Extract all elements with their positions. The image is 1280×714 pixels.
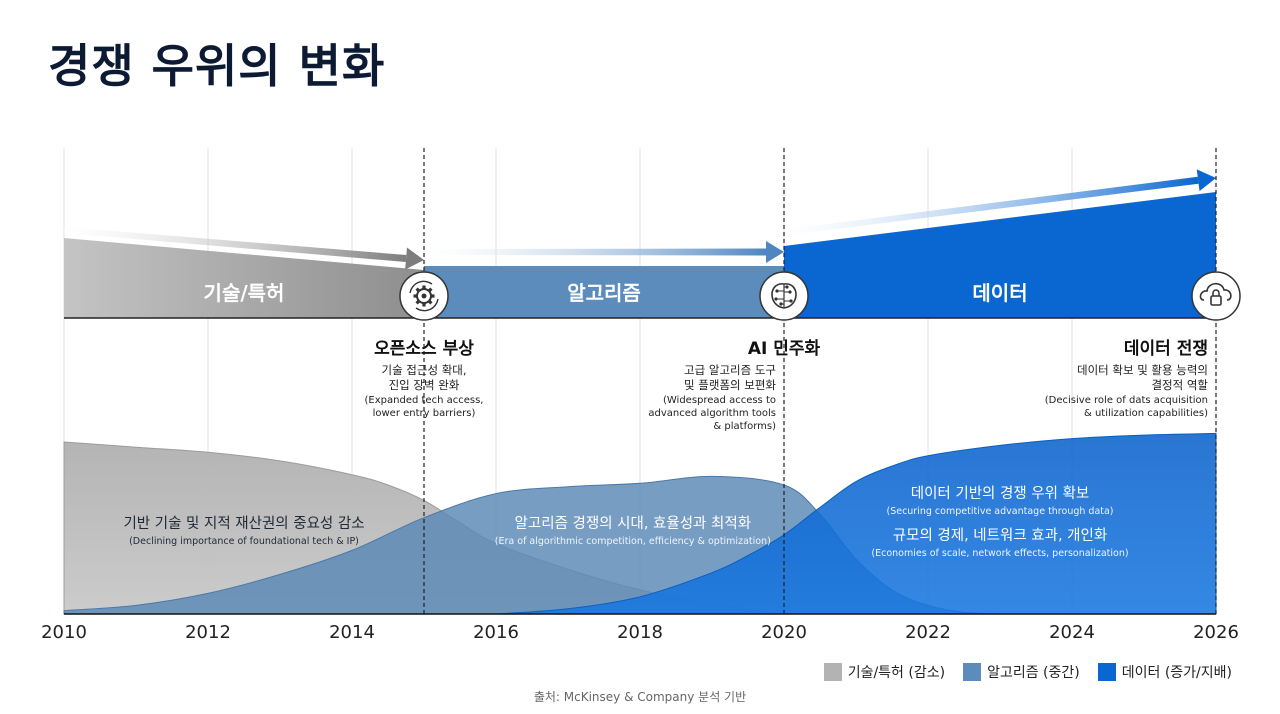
milestone-open-source-desc-line-1: 진입 장벽 완화 bbox=[389, 378, 460, 392]
x-tick-2016: 2016 bbox=[473, 622, 519, 643]
milestone-ai-democratization-en-line-2: & platforms) bbox=[713, 421, 776, 432]
annotation-scale-network: 규모의 경제, 네트워크 효과, 개인화 (Economies of scale,… bbox=[871, 527, 1128, 559]
trend-arrow-algorithm bbox=[427, 241, 784, 263]
gear-hub bbox=[421, 293, 427, 299]
cloud-outline bbox=[1199, 282, 1232, 301]
trend-arrow-algorithm-shaft bbox=[427, 248, 766, 256]
phase-label-tech: 기술/특허 bbox=[204, 281, 285, 305]
trend-arrow-data bbox=[787, 169, 1216, 235]
legend: 기술/특허 (감소) 알고리즘 (중간) 데이터 (증가/지배) bbox=[823, 662, 1232, 682]
legend-swatch-tech bbox=[823, 663, 842, 681]
x-tick-2022: 2022 bbox=[905, 622, 951, 643]
annotation-tech-decline-subtitle: (Declining importance of foundational te… bbox=[129, 536, 359, 547]
phase-label-data: 데이터 bbox=[972, 281, 1027, 305]
annotation-algorithm-era: 알고리즘 경쟁의 시대, 효율성과 최적화 (Era of algorithmic… bbox=[495, 515, 771, 547]
trend-arrow-data-head bbox=[1196, 169, 1216, 192]
phase-band-layer: 기술/특허 알고리즘 데이터 bbox=[63, 169, 1216, 319]
annotation-data-advantage-title: 데이터 기반의 경쟁 우위 확보 bbox=[911, 485, 1090, 502]
legend-label-tech: 기술/특허 (감소) bbox=[847, 665, 946, 681]
trend-arrow-data-shaft bbox=[787, 176, 1199, 235]
milestone-open-source-title: 오픈소스 부상 bbox=[374, 339, 474, 359]
annotation-data-advantage-subtitle: (Securing competitive advantage through … bbox=[886, 506, 1113, 517]
milestone-ai-democratization-en-line-1: advanced algorithm tools bbox=[648, 408, 776, 419]
x-tick-2020: 2020 bbox=[761, 622, 807, 643]
x-tick-2012: 2012 bbox=[185, 622, 231, 643]
milestone-open-source-en-line-0: (Expanded tech access, bbox=[365, 395, 484, 406]
legend-item-data: 데이터 (증가/지배) bbox=[1097, 662, 1232, 682]
source-note: 출처: McKinsey & Company 분석 기반 bbox=[533, 690, 747, 704]
x-tick-2014: 2014 bbox=[329, 622, 375, 643]
open-source-gear-icon bbox=[399, 271, 449, 321]
page-title: 경쟁 우위의 변화 bbox=[48, 39, 386, 93]
milestone-open-source-en-line-1: lower entry barriers) bbox=[373, 408, 476, 419]
legend-label-algo: 알고리즘 (중간) bbox=[987, 665, 1080, 681]
annotation-scale-network-subtitle: (Economies of scale, network effects, pe… bbox=[871, 548, 1128, 559]
cycle-arrow-bottom bbox=[415, 298, 439, 312]
gear-tooth bbox=[422, 302, 426, 307]
annotation-algorithm-era-title: 알고리즘 경쟁의 시대, 효율성과 최적화 bbox=[515, 515, 751, 532]
x-tick-2010: 2010 bbox=[41, 622, 87, 643]
area-data bbox=[495, 432, 1217, 615]
ai-brain-circuit-icon bbox=[759, 271, 809, 321]
gear-ring bbox=[416, 288, 432, 304]
trend-arrow-tech bbox=[63, 227, 424, 270]
annotation-algorithm-era-subtitle: (Era of algorithmic competition, efficie… bbox=[495, 536, 771, 547]
milestone-data-war-en-line-1: & utilization capabilities) bbox=[1084, 408, 1208, 419]
annotation-tech-decline: 기반 기술 및 지적 재산권의 중요성 감소 (Declining importa… bbox=[123, 515, 364, 547]
gear-tooth bbox=[422, 285, 426, 290]
x-tick-2018: 2018 bbox=[617, 622, 663, 643]
legend-swatch-algo bbox=[963, 663, 982, 681]
lock-shackle bbox=[1212, 289, 1220, 296]
cloud-lock-icon bbox=[1191, 271, 1241, 321]
milestone-data-war-title: 데이터 전쟁 bbox=[1124, 339, 1208, 359]
cycle-arrow-top bbox=[409, 280, 433, 294]
x-tick-2026: 2026 bbox=[1193, 622, 1239, 643]
trend-arrow-tech-head bbox=[405, 247, 424, 270]
annotation-tech-decline-title: 기반 기술 및 지적 재산권의 중요성 감소 bbox=[123, 515, 364, 532]
x-axis: 2010 2012 2014 2016 2018 2020 2022 2024 2026 bbox=[41, 613, 1239, 643]
milestone-data-war-desc-line-0: 데이터 확보 및 활용 능력의 bbox=[1077, 363, 1208, 377]
milestone-data-war-desc-line-1: 결정적 역할 bbox=[1151, 378, 1208, 392]
trend-arrow-tech-shaft bbox=[63, 227, 407, 262]
lock-body bbox=[1210, 295, 1222, 306]
milestone-ai-democratization-title: AI 민주화 bbox=[748, 339, 821, 359]
trend-arrow-algorithm-head bbox=[766, 241, 784, 263]
phase-band-data bbox=[784, 192, 1216, 318]
annotation-data-advantage: 데이터 기반의 경쟁 우위 확보 (Securing competitive ad… bbox=[886, 485, 1113, 517]
phase-label-algorithm: 알고리즘 bbox=[567, 281, 641, 305]
milestone-ai-democratization-desc-line-1: 및 플랫폼의 보편화 bbox=[684, 378, 776, 392]
legend-item-tech: 기술/특허 (감소) bbox=[823, 662, 946, 682]
phase-band-algorithm bbox=[424, 266, 784, 318]
annotation-layer: 기반 기술 및 지적 재산권의 중요성 감소 (Declining importa… bbox=[123, 485, 1128, 559]
legend-label-data: 데이터 (증가/지배) bbox=[1121, 665, 1232, 681]
milestone-open-source-desc-line-0: 기술 접근성 확대, bbox=[381, 363, 466, 377]
x-tick-2024: 2024 bbox=[1049, 622, 1095, 643]
phase-band-tech bbox=[64, 238, 424, 318]
milestone-ai-democratization-en-line-0: (Widespread access to bbox=[663, 395, 776, 406]
annotation-scale-network-title: 규모의 경제, 네트워크 효과, 개인화 bbox=[893, 527, 1107, 544]
milestone-data-war-en-line-0: (Decisive role of dats acquisition bbox=[1045, 395, 1208, 406]
legend-item-algo: 알고리즘 (중간) bbox=[963, 662, 1080, 682]
legend-swatch-data bbox=[1097, 663, 1116, 681]
milestone-ai-democratization-desc-line-0: 고급 알고리즘 도구 bbox=[684, 363, 776, 377]
